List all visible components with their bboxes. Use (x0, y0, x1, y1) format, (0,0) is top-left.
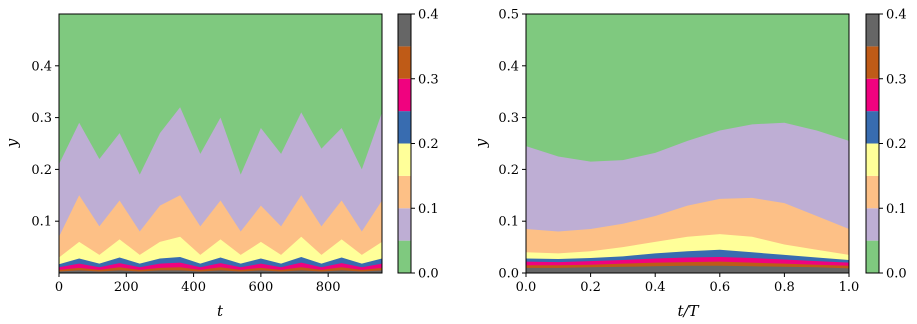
left-plot-frame (58, 13, 383, 274)
right-plot-y-ticks: 0.0 0.1 0.2 0.3 0.4 0.5 (498, 8, 526, 282)
x-tick-label: 0.6 (709, 280, 730, 295)
y-tick-label: 0.3 (498, 111, 519, 126)
y-tick-label: 0.2 (498, 163, 519, 178)
x-tick-label: 0.2 (580, 280, 601, 295)
colorbar-cell (866, 240, 879, 273)
colorbar-cell (866, 14, 879, 47)
x-tick-label: 0.0 (516, 280, 537, 295)
colorbar-tick-label: 0.2 (886, 137, 907, 152)
colorbar-cell (398, 143, 411, 176)
colorbar-cell (398, 46, 411, 79)
right-colorbar-ticks: 0.0 0.1 0.2 0.3 0.4 (879, 8, 907, 282)
x-tick-label: 0.8 (774, 280, 795, 295)
colorbar-cell (866, 111, 879, 144)
x-tick-label: 400 (181, 280, 206, 295)
x-tick-label: 200 (114, 280, 139, 295)
right-colorbar: 0.0 0.1 0.2 0.3 0.4 (865, 8, 907, 282)
left-plot-x-ticks: 0 200 400 600 800 (55, 273, 341, 295)
y-tick-label: 0.1 (31, 215, 52, 230)
colorbar-cell (866, 143, 879, 176)
left-colorbar-cells (398, 14, 411, 273)
colorbar-tick-label: 0.0 (886, 267, 907, 282)
colorbar-cell (866, 208, 879, 241)
y-tick-label: 0.0 (498, 267, 519, 282)
y-tick-label: 0.1 (498, 215, 519, 230)
y-tick-label: 0.4 (498, 59, 519, 74)
right-plot-frame (525, 13, 850, 274)
y-tick-label: 0.3 (31, 111, 52, 126)
right-plot-y-label: y (472, 138, 490, 148)
y-tick-label: 0.5 (498, 8, 519, 23)
y-tick-label: 0.4 (31, 59, 52, 74)
right-colorbar-cells (866, 14, 879, 273)
band-7 (59, 270, 382, 273)
colorbar-cell (398, 175, 411, 209)
left-plot: 0 200 400 600 800 0.1 0.2 0.3 0.4 t y (3, 13, 383, 320)
colorbar-cell (866, 78, 879, 112)
colorbar-cell (398, 14, 411, 47)
left-plot-x-label: t (217, 302, 224, 320)
left-colorbar-ticks: 0.0 0.1 0.2 0.3 0.4 (411, 8, 439, 282)
y-tick-label: 0.2 (31, 163, 52, 178)
colorbar-cell (398, 208, 411, 241)
colorbar-tick-label: 0.1 (418, 202, 439, 217)
colorbar-tick-label: 0.1 (886, 202, 907, 217)
x-tick-label: 800 (316, 280, 341, 295)
left-plot-y-ticks: 0.1 0.2 0.3 0.4 (31, 59, 59, 230)
right-plot-x-ticks: 0.0 0.2 0.4 0.6 0.8 1.0 (516, 273, 860, 295)
colorbar-tick-label: 0.4 (418, 8, 439, 23)
colorbar-tick-label: 0.4 (886, 8, 907, 23)
x-tick-label: 0.4 (645, 280, 666, 295)
colorbar-tick-label: 0.3 (418, 72, 439, 87)
right-plot: 0.0 0.2 0.4 0.6 0.8 1.0 0.0 0.1 0.2 0.3 0.4 0.5 t/… (472, 8, 859, 321)
colorbar-tick-label: 0.3 (886, 72, 907, 87)
x-tick-label: 0 (55, 280, 63, 295)
right-plot-areas (526, 14, 849, 273)
colorbar-cell (398, 111, 411, 144)
x-tick-label: 600 (248, 280, 273, 295)
x-tick-label: 1.0 (839, 280, 860, 295)
colorbar-tick-label: 0.2 (418, 137, 439, 152)
colorbar-cell (398, 240, 411, 273)
left-plot-areas (59, 14, 382, 274)
colorbar-cell (398, 78, 411, 112)
colorbar-cell (866, 175, 879, 209)
band-7 (526, 265, 849, 273)
colorbar-tick-label: 0.0 (418, 267, 439, 282)
right-plot-x-label: t/T (677, 302, 699, 320)
left-colorbar: 0.0 0.1 0.2 0.3 0.4 (397, 8, 439, 282)
left-plot-y-label: y (3, 138, 21, 148)
colorbar-cell (866, 46, 879, 79)
